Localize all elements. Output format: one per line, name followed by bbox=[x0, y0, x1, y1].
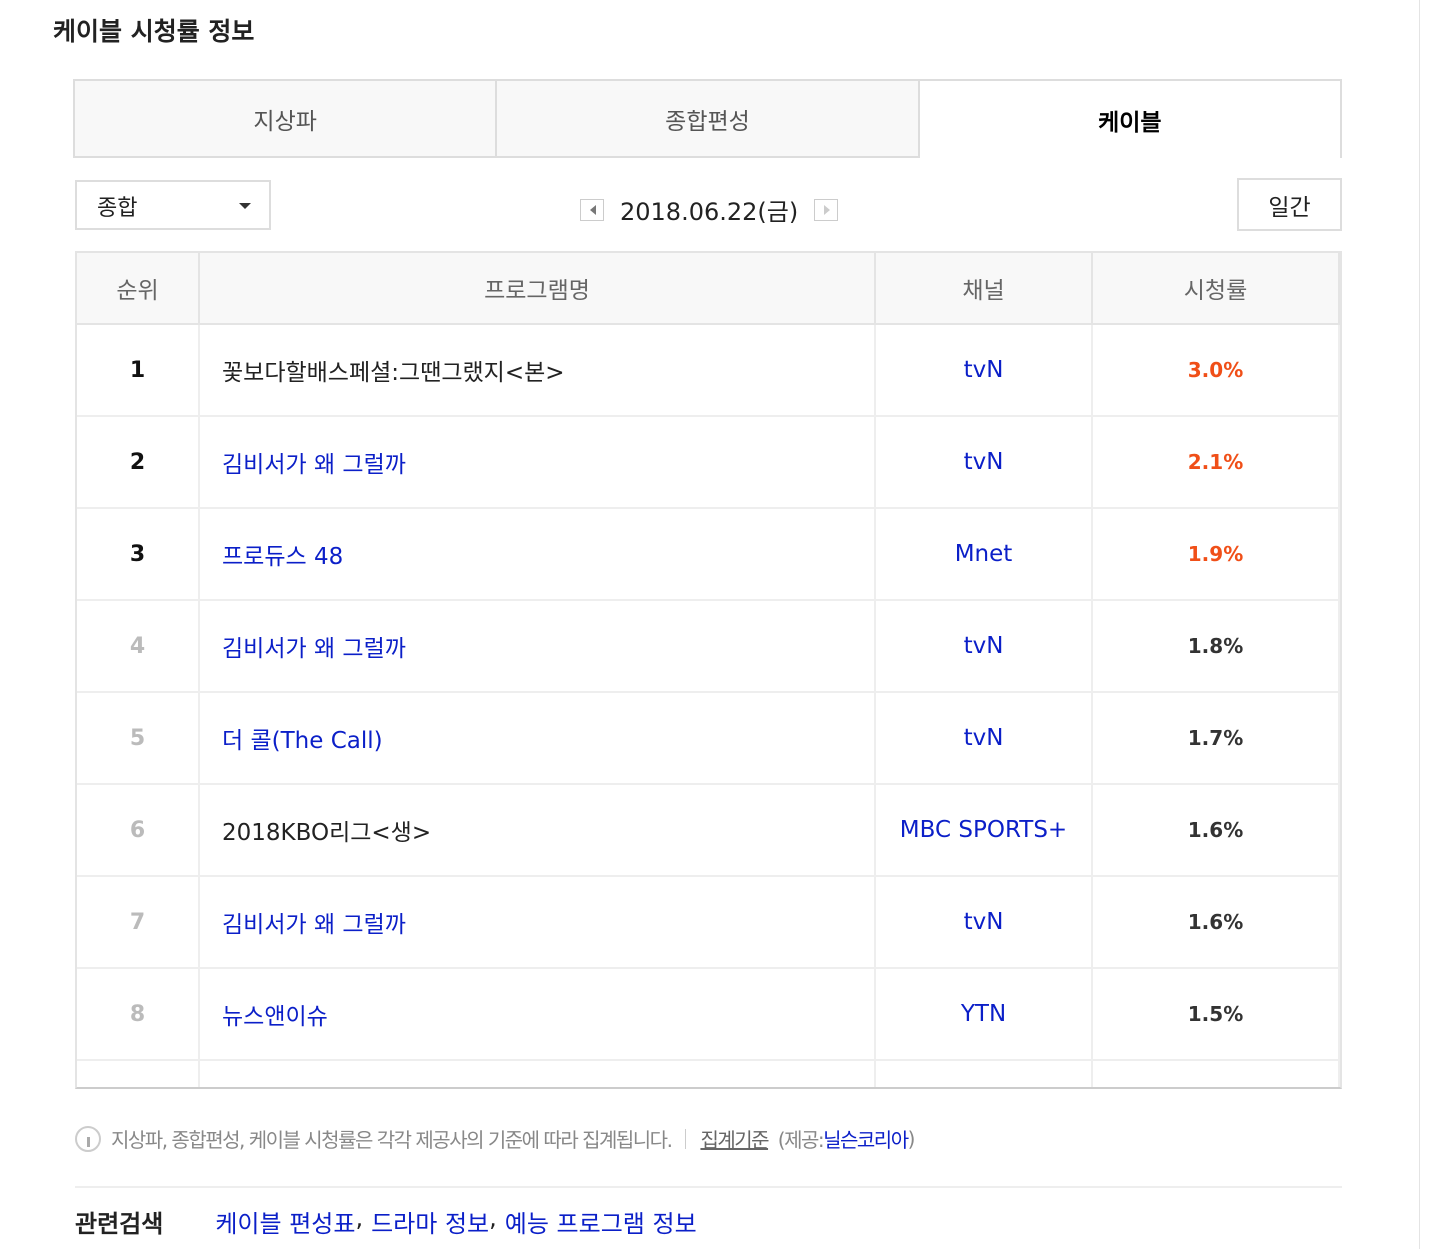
column-header: 프로그램명 bbox=[199, 253, 876, 325]
provider-prefix: (제공: bbox=[777, 1128, 825, 1152]
row: 6 2018KBO리그<생> MBC SPORTS+ 1.6% bbox=[77, 784, 1340, 877]
rating: 3.0% bbox=[1092, 324, 1340, 417]
row: 2 김비서가 왜 그럴까 tvN 2.1% bbox=[77, 416, 1340, 509]
info-icon bbox=[75, 1125, 101, 1152]
prev-button[interactable] bbox=[580, 198, 604, 221]
rank: 2 bbox=[77, 416, 200, 509]
column-header: 순위 bbox=[77, 253, 200, 325]
program: 2018KBO리그<생> bbox=[199, 1060, 876, 1087]
program[interactable]: 더 콜(The Call) bbox=[199, 692, 876, 785]
footnote: 지상파, 종합편성, 케이블 시청률은 각각 제공사의 기준에 따라 집계됩니다… bbox=[75, 1124, 916, 1153]
criteria-link[interactable]: 집계기준 bbox=[700, 1128, 769, 1152]
provider-suffix: ) bbox=[907, 1126, 916, 1151]
row: 4 김비서가 왜 그럴까 tvN 1.8% bbox=[77, 600, 1340, 693]
rank: 9 bbox=[77, 1060, 200, 1087]
rank: 1 bbox=[77, 324, 200, 417]
row: 92018KBO리그<생>KBS N SPORTS1.5% bbox=[77, 1060, 1340, 1087]
row: 1 꽃보다할배스페셜:그땐그랬지<본> tvN 3.0% bbox=[77, 324, 1340, 417]
rating: 1.5% bbox=[1092, 968, 1340, 1061]
channel[interactable]: tvN bbox=[875, 416, 1093, 509]
channel[interactable]: tvN bbox=[875, 876, 1093, 969]
rating: 1.7% bbox=[1092, 692, 1340, 785]
program[interactable]: 김비서가 왜 그럴까 bbox=[199, 416, 876, 509]
table-wrap: 순위 프로그램명 채널 시청률 1 꽃보다할배스페셜:그땐그랬지<본> tvN 3.0% 2 김비… bbox=[75, 251, 1342, 1089]
related-link[interactable]: 드라마 정보 bbox=[371, 1210, 490, 1238]
tabs: 지상파 종합편성 케이블 bbox=[73, 79, 1342, 158]
related-link[interactable]: 예능 프로그램 정보 bbox=[504, 1210, 697, 1238]
column-header: 시청률 bbox=[1092, 253, 1340, 325]
border bbox=[1419, 0, 1420, 1249]
program[interactable]: 김비서가 왜 그럴까 bbox=[199, 876, 876, 969]
rating: 1.6% bbox=[1092, 876, 1340, 969]
channel[interactable]: Mnet bbox=[875, 508, 1093, 601]
rank: 3 bbox=[77, 508, 200, 601]
row: 8 뉴스앤이슈 YTN 1.5% bbox=[77, 968, 1340, 1061]
program: 꽃보다할배스페셜:그땐그랬지<본> bbox=[199, 324, 876, 417]
date-nav: 2018.06.22(금) bbox=[580, 192, 839, 227]
provider[interactable]: 닐슨코리아 bbox=[823, 1128, 909, 1152]
row: 3 프로듀스 48 Mnet 1.9% bbox=[77, 508, 1340, 601]
program[interactable]: 뉴스앤이슈 bbox=[199, 968, 876, 1061]
rating: 1.6% bbox=[1092, 784, 1340, 877]
separator: , bbox=[355, 1204, 364, 1232]
row: 7 김비서가 왜 그럴까 tvN 1.6% bbox=[77, 876, 1340, 969]
related-link[interactable]: 케이블 편성표 bbox=[215, 1210, 356, 1238]
channel[interactable]: MBC SPORTS+ bbox=[875, 784, 1093, 877]
tab[interactable]: 케이블 bbox=[917, 79, 1342, 158]
rank: 5 bbox=[77, 692, 200, 785]
tab[interactable]: 종합편성 bbox=[495, 79, 920, 158]
table: 순위 프로그램명 채널 시청률 1 꽃보다할배스페셜:그땐그랬지<본> tvN 3.0% 2 김비… bbox=[77, 253, 1340, 1087]
separator: , bbox=[489, 1204, 497, 1232]
dropdown[interactable]: 종합 bbox=[75, 180, 271, 230]
channel[interactable]: tvN bbox=[875, 600, 1093, 693]
channel[interactable]: tvN bbox=[875, 692, 1093, 785]
period-button[interactable]: 일간 bbox=[1237, 178, 1342, 231]
channel[interactable]: YTN bbox=[875, 968, 1093, 1061]
footnote-text: 지상파, 종합편성, 케이블 시청률은 각각 제공사의 기준에 따라 집계됩니다… bbox=[111, 1128, 673, 1152]
program[interactable]: 프로듀스 48 bbox=[199, 508, 876, 601]
column-header: 채널 bbox=[875, 253, 1093, 325]
next-button[interactable] bbox=[814, 198, 839, 221]
related-label: 관련검색 bbox=[75, 1210, 164, 1238]
rating: 1.8% bbox=[1092, 600, 1340, 693]
program[interactable]: 김비서가 왜 그럴까 bbox=[199, 600, 876, 693]
rating: 1.9% bbox=[1092, 508, 1340, 601]
program: 2018KBO리그<생> bbox=[199, 784, 876, 877]
channel[interactable]: tvN bbox=[875, 324, 1093, 417]
rank: 4 bbox=[77, 600, 200, 693]
date: 2018.06.22(금) bbox=[620, 198, 799, 226]
rating: 2.1% bbox=[1092, 416, 1340, 509]
rank: 7 bbox=[77, 876, 200, 969]
title: 케이블 시청률 정보 bbox=[53, 17, 255, 46]
rank: 8 bbox=[77, 968, 200, 1061]
related: 관련검색 케이블 편성표, 드라마 정보, 예능 프로그램 정보 bbox=[75, 1204, 697, 1239]
rank: 6 bbox=[77, 784, 200, 877]
rating: 1.5% bbox=[1092, 1060, 1340, 1087]
tab[interactable]: 지상파 bbox=[73, 79, 498, 158]
channel[interactable]: KBS N SPORTS bbox=[875, 1060, 1093, 1087]
